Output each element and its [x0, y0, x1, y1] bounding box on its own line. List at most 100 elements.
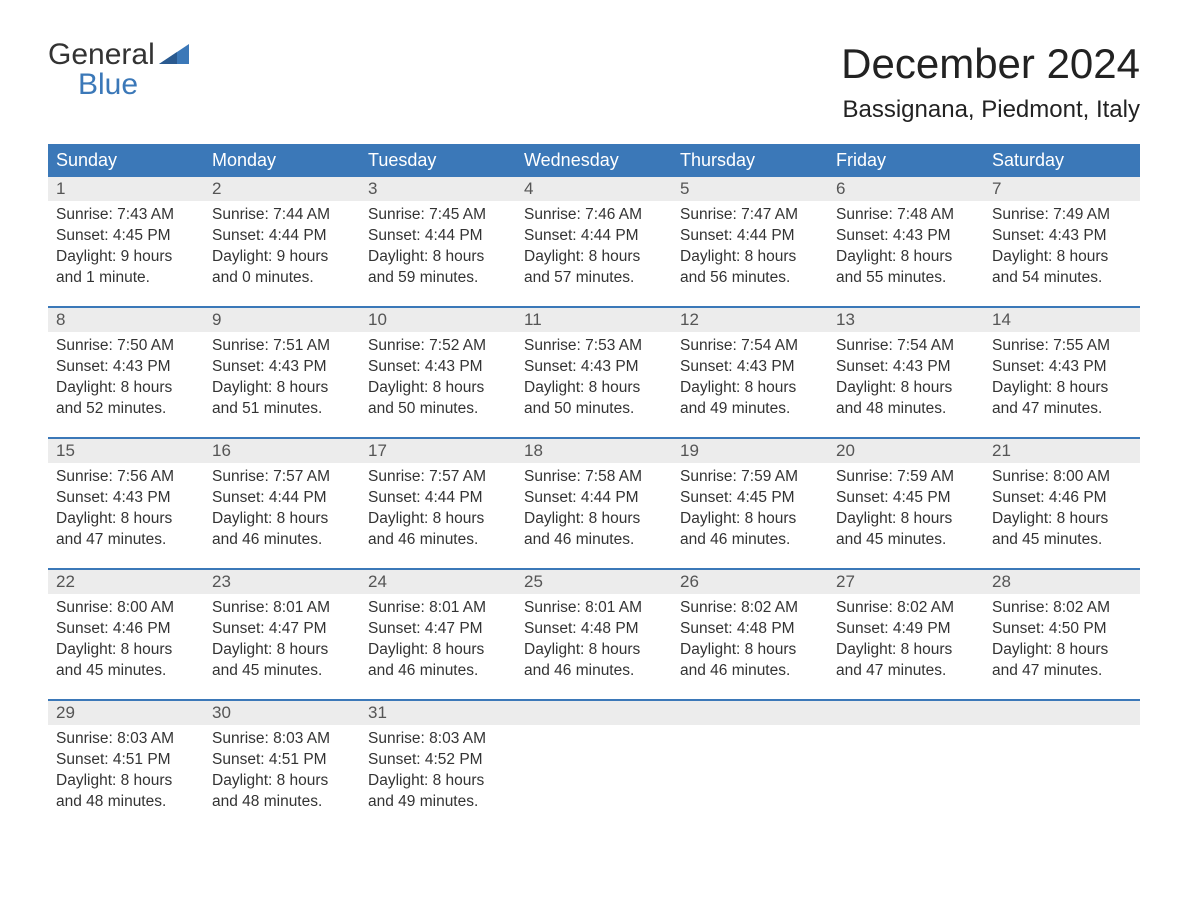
calendar-cell: 16Sunrise: 7:57 AMSunset: 4:44 PMDayligh…	[204, 439, 360, 569]
day-details: Sunrise: 7:59 AMSunset: 4:45 PMDaylight:…	[828, 463, 984, 557]
daylight-line: Daylight: 8 hours and 46 minutes.	[524, 509, 664, 551]
sunset-line: Sunset: 4:43 PM	[368, 357, 508, 378]
sunrise-line: Sunrise: 7:44 AM	[212, 205, 352, 226]
day-details: Sunrise: 7:52 AMSunset: 4:43 PMDaylight:…	[360, 332, 516, 426]
calendar-cell: 7Sunrise: 7:49 AMSunset: 4:43 PMDaylight…	[984, 177, 1140, 307]
sunrise-line: Sunrise: 7:58 AM	[524, 467, 664, 488]
daylight-line: Daylight: 8 hours and 48 minutes.	[212, 771, 352, 813]
day-details: Sunrise: 7:56 AMSunset: 4:43 PMDaylight:…	[48, 463, 204, 557]
calendar-week-row: 1Sunrise: 7:43 AMSunset: 4:45 PMDaylight…	[48, 177, 1140, 307]
day-number: 11	[516, 308, 672, 332]
daylight-line: Daylight: 8 hours and 49 minutes.	[368, 771, 508, 813]
day-details: Sunrise: 8:01 AMSunset: 4:48 PMDaylight:…	[516, 594, 672, 688]
daylight-line: Daylight: 8 hours and 46 minutes.	[368, 509, 508, 551]
calendar-cell	[984, 701, 1140, 831]
daylight-line: Daylight: 8 hours and 45 minutes.	[836, 509, 976, 551]
day-details: Sunrise: 7:57 AMSunset: 4:44 PMDaylight:…	[204, 463, 360, 557]
day-number: 17	[360, 439, 516, 463]
sunrise-line: Sunrise: 8:00 AM	[56, 598, 196, 619]
logo-word2: Blue	[78, 70, 189, 100]
sunrise-line: Sunrise: 8:03 AM	[368, 729, 508, 750]
day-number	[984, 701, 1140, 725]
sunset-line: Sunset: 4:43 PM	[836, 226, 976, 247]
logo-flag-icon	[159, 42, 189, 64]
calendar-cell: 5Sunrise: 7:47 AMSunset: 4:44 PMDaylight…	[672, 177, 828, 307]
calendar-cell: 6Sunrise: 7:48 AMSunset: 4:43 PMDaylight…	[828, 177, 984, 307]
calendar-week-row: 29Sunrise: 8:03 AMSunset: 4:51 PMDayligh…	[48, 701, 1140, 831]
sunrise-line: Sunrise: 7:47 AM	[680, 205, 820, 226]
sunrise-line: Sunrise: 8:01 AM	[212, 598, 352, 619]
sunset-line: Sunset: 4:44 PM	[212, 488, 352, 509]
day-details: Sunrise: 7:53 AMSunset: 4:43 PMDaylight:…	[516, 332, 672, 426]
day-number: 25	[516, 570, 672, 594]
daylight-line: Daylight: 8 hours and 46 minutes.	[524, 640, 664, 682]
sunset-line: Sunset: 4:44 PM	[368, 226, 508, 247]
calendar-cell: 28Sunrise: 8:02 AMSunset: 4:50 PMDayligh…	[984, 570, 1140, 700]
calendar-cell: 12Sunrise: 7:54 AMSunset: 4:43 PMDayligh…	[672, 308, 828, 438]
sunrise-line: Sunrise: 8:02 AM	[836, 598, 976, 619]
day-number: 19	[672, 439, 828, 463]
daylight-line: Daylight: 8 hours and 47 minutes.	[836, 640, 976, 682]
calendar-cell: 18Sunrise: 7:58 AMSunset: 4:44 PMDayligh…	[516, 439, 672, 569]
sunset-line: Sunset: 4:51 PM	[56, 750, 196, 771]
month-title: December 2024	[841, 40, 1140, 88]
day-number: 14	[984, 308, 1140, 332]
weekday-header: Tuesday	[360, 144, 516, 177]
calendar-cell	[672, 701, 828, 831]
daylight-line: Daylight: 8 hours and 45 minutes.	[992, 509, 1132, 551]
page-header: General Blue December 2024 Bassignana, P…	[48, 40, 1140, 124]
calendar-cell: 14Sunrise: 7:55 AMSunset: 4:43 PMDayligh…	[984, 308, 1140, 438]
day-details: Sunrise: 7:58 AMSunset: 4:44 PMDaylight:…	[516, 463, 672, 557]
daylight-line: Daylight: 8 hours and 47 minutes.	[992, 378, 1132, 420]
day-number: 23	[204, 570, 360, 594]
sunset-line: Sunset: 4:44 PM	[680, 226, 820, 247]
calendar-week-row: 8Sunrise: 7:50 AMSunset: 4:43 PMDaylight…	[48, 308, 1140, 438]
daylight-line: Daylight: 8 hours and 47 minutes.	[992, 640, 1132, 682]
sunset-line: Sunset: 4:47 PM	[368, 619, 508, 640]
daylight-line: Daylight: 8 hours and 45 minutes.	[212, 640, 352, 682]
daylight-line: Daylight: 8 hours and 48 minutes.	[56, 771, 196, 813]
calendar-cell: 1Sunrise: 7:43 AMSunset: 4:45 PMDaylight…	[48, 177, 204, 307]
sunrise-line: Sunrise: 7:48 AM	[836, 205, 976, 226]
logo-word1: General	[48, 40, 155, 70]
weekday-header: Thursday	[672, 144, 828, 177]
daylight-line: Daylight: 8 hours and 46 minutes.	[368, 640, 508, 682]
day-details: Sunrise: 7:55 AMSunset: 4:43 PMDaylight:…	[984, 332, 1140, 426]
daylight-line: Daylight: 8 hours and 52 minutes.	[56, 378, 196, 420]
day-details	[516, 725, 672, 735]
day-number: 27	[828, 570, 984, 594]
sunrise-line: Sunrise: 7:59 AM	[836, 467, 976, 488]
day-details: Sunrise: 7:43 AMSunset: 4:45 PMDaylight:…	[48, 201, 204, 295]
sunset-line: Sunset: 4:45 PM	[56, 226, 196, 247]
day-number	[516, 701, 672, 725]
day-details: Sunrise: 7:47 AMSunset: 4:44 PMDaylight:…	[672, 201, 828, 295]
sunrise-line: Sunrise: 7:54 AM	[680, 336, 820, 357]
day-details: Sunrise: 7:46 AMSunset: 4:44 PMDaylight:…	[516, 201, 672, 295]
title-block: December 2024 Bassignana, Piedmont, Ital…	[841, 40, 1140, 124]
sunset-line: Sunset: 4:47 PM	[212, 619, 352, 640]
daylight-line: Daylight: 8 hours and 45 minutes.	[56, 640, 196, 682]
day-number: 22	[48, 570, 204, 594]
sunset-line: Sunset: 4:45 PM	[680, 488, 820, 509]
calendar-table: SundayMondayTuesdayWednesdayThursdayFrid…	[48, 144, 1140, 831]
sunset-line: Sunset: 4:50 PM	[992, 619, 1132, 640]
daylight-line: Daylight: 8 hours and 57 minutes.	[524, 247, 664, 289]
sunset-line: Sunset: 4:43 PM	[56, 357, 196, 378]
day-number: 8	[48, 308, 204, 332]
day-details: Sunrise: 7:48 AMSunset: 4:43 PMDaylight:…	[828, 201, 984, 295]
sunset-line: Sunset: 4:43 PM	[56, 488, 196, 509]
location: Bassignana, Piedmont, Italy	[841, 96, 1140, 124]
day-number: 29	[48, 701, 204, 725]
sunrise-line: Sunrise: 8:01 AM	[524, 598, 664, 619]
calendar-cell: 2Sunrise: 7:44 AMSunset: 4:44 PMDaylight…	[204, 177, 360, 307]
day-number: 1	[48, 177, 204, 201]
day-number: 5	[672, 177, 828, 201]
calendar-cell: 13Sunrise: 7:54 AMSunset: 4:43 PMDayligh…	[828, 308, 984, 438]
calendar-cell: 15Sunrise: 7:56 AMSunset: 4:43 PMDayligh…	[48, 439, 204, 569]
calendar-week-row: 15Sunrise: 7:56 AMSunset: 4:43 PMDayligh…	[48, 439, 1140, 569]
sunrise-line: Sunrise: 7:52 AM	[368, 336, 508, 357]
day-details: Sunrise: 7:49 AMSunset: 4:43 PMDaylight:…	[984, 201, 1140, 295]
day-number: 24	[360, 570, 516, 594]
sunrise-line: Sunrise: 7:50 AM	[56, 336, 196, 357]
day-details: Sunrise: 7:57 AMSunset: 4:44 PMDaylight:…	[360, 463, 516, 557]
